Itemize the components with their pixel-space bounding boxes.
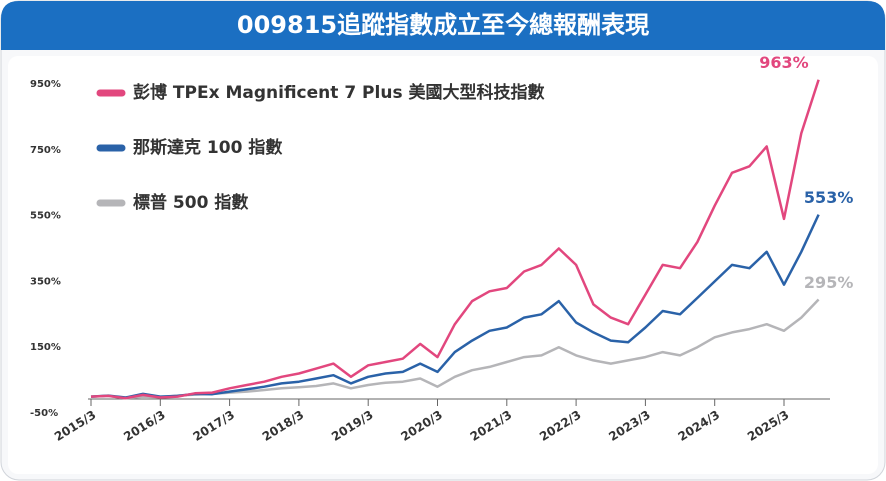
end-label: 553%: [804, 188, 853, 207]
legend-label: 標普 500 指數: [133, 192, 248, 213]
series-line: [90, 214, 820, 399]
series-line: [90, 79, 820, 400]
y-tick-label: 950%: [30, 79, 61, 90]
y-tick-label: 550%: [30, 211, 61, 222]
chart-title: 009815追蹤指數成立至今總報酬表現: [237, 11, 649, 39]
y-tick-label: 750%: [30, 145, 61, 156]
header-bar: [1, 1, 885, 50]
y-tick-label: 150%: [30, 342, 61, 353]
end-label: 295%: [804, 273, 853, 292]
end-label: 963%: [759, 53, 808, 72]
plot-card: [8, 56, 878, 474]
legend-label: 彭博 TPEx Magnificent 7 Plus 美國大型科技指數: [133, 82, 545, 103]
y-tick-label: 350%: [30, 276, 61, 287]
y-tick-label: -50%: [30, 408, 58, 419]
legend-label: 那斯達克 100 指數: [133, 137, 282, 158]
